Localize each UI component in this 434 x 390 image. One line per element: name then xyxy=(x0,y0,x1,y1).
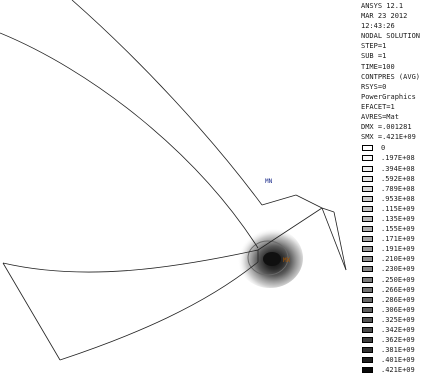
legend-row: .286E+09 xyxy=(360,295,434,305)
legend-value: .115E+09 xyxy=(381,204,415,213)
info-line: NODAL SOLUTION xyxy=(361,32,421,41)
legend-row: .115E+09 xyxy=(360,204,434,214)
info-line: 12:43:26 xyxy=(361,22,395,31)
legend-value: .401E+09 xyxy=(381,356,415,365)
legend-row: .401E+09 xyxy=(360,355,434,365)
info-line: SUB =1 xyxy=(361,52,387,61)
legend-row: 0 xyxy=(360,143,434,153)
contour-plot xyxy=(0,0,347,361)
legend-row: .362E+09 xyxy=(360,335,434,345)
legend-swatch xyxy=(362,226,373,233)
legend-swatch xyxy=(362,266,373,273)
legend-row: .953E+08 xyxy=(360,194,434,204)
legend-row: .155E+09 xyxy=(360,224,434,234)
legend-row: .191E+09 xyxy=(360,244,434,254)
legend-swatch xyxy=(362,286,373,293)
graphics-viewport[interactable]: MN MX xyxy=(0,0,360,389)
legend-swatch xyxy=(362,347,373,354)
legend-value: .381E+09 xyxy=(381,346,415,355)
legend-row: .266E+09 xyxy=(360,285,434,295)
legend-row: .342E+09 xyxy=(360,325,434,335)
legend-swatch xyxy=(362,175,373,182)
info-line: ANSYS 12.1 xyxy=(361,2,404,10)
legend-swatch xyxy=(362,195,373,202)
info-line: RSYS=0 xyxy=(361,82,387,91)
legend-value: .135E+09 xyxy=(381,214,415,223)
legend-row: .394E+08 xyxy=(360,164,434,174)
legend-swatch xyxy=(362,246,373,253)
legend-value: .342E+09 xyxy=(381,326,415,334)
info-line: TIME=100 xyxy=(361,62,395,71)
legend-value: .191E+09 xyxy=(381,245,415,254)
legend-swatch xyxy=(362,145,373,152)
info-line: SMX =.421E+09 xyxy=(361,133,416,142)
legend-value: 0 xyxy=(381,144,386,153)
legend-swatch xyxy=(362,205,373,212)
legend-row: .421E+09 xyxy=(360,365,434,375)
info-line: STEP=1 xyxy=(361,42,387,51)
info-line: DMX =.001281 xyxy=(361,123,412,132)
legend-value: .362E+09 xyxy=(381,336,415,345)
legend-value: .210E+09 xyxy=(381,255,415,264)
legend-swatch xyxy=(362,256,373,263)
legend-row: .197E+08 xyxy=(360,153,434,163)
info-line: CONTPRES (AVG) xyxy=(361,72,421,81)
info-line: AVRES=Mat xyxy=(361,113,399,122)
legend-row: .592E+08 xyxy=(360,174,434,184)
model-body-outline xyxy=(3,0,258,360)
legend-swatch xyxy=(362,185,373,192)
info-line: MAR 23 2012 xyxy=(361,12,408,21)
legend-swatch xyxy=(362,357,373,364)
info-panel: ANSYS 12.1 MAR 23 2012 12:43:26 NODAL SOLUT… xyxy=(360,0,434,390)
legend-swatch xyxy=(362,216,373,223)
max-node-marker: MX xyxy=(283,257,291,264)
legend-row: .135E+09 xyxy=(360,214,434,224)
legend-swatch xyxy=(362,155,373,162)
legend-value: .155E+09 xyxy=(381,225,415,234)
legend-value: .592E+08 xyxy=(381,174,415,183)
legend-row: .250E+09 xyxy=(360,275,434,285)
legend-row: .381E+09 xyxy=(360,345,434,355)
legend-swatch xyxy=(362,367,373,374)
info-line: PowerGraphics xyxy=(361,92,416,101)
legend-swatch xyxy=(362,296,373,303)
legend-row: .325E+09 xyxy=(360,315,434,325)
legend-swatch xyxy=(362,236,373,243)
legend-value: .394E+08 xyxy=(381,164,415,173)
legend-swatch xyxy=(362,276,373,283)
model-edges xyxy=(0,0,347,361)
legend-value: .789E+08 xyxy=(381,184,415,193)
contour-legend: 0.197E+08.394E+08.592E+08.789E+08.953E+0… xyxy=(360,143,434,375)
legend-value: .171E+09 xyxy=(381,235,415,244)
legend-swatch xyxy=(362,337,373,344)
legend-swatch xyxy=(362,316,373,323)
legend-row: .789E+08 xyxy=(360,184,434,194)
legend-swatch xyxy=(362,306,373,313)
legend-value: .266E+09 xyxy=(381,285,415,294)
legend-row: .230E+09 xyxy=(360,264,434,274)
legend-value: .230E+09 xyxy=(381,265,415,274)
legend-value: .197E+08 xyxy=(381,154,415,163)
legend-swatch xyxy=(362,165,373,172)
legend-row: .171E+09 xyxy=(360,234,434,244)
legend-row: .306E+09 xyxy=(360,305,434,315)
legend-value: .250E+09 xyxy=(381,275,415,284)
legend-value: .421E+09 xyxy=(381,366,415,375)
info-line: EFACET=1 xyxy=(361,102,395,111)
legend-value: .306E+09 xyxy=(381,305,415,314)
legend-value: .286E+09 xyxy=(381,295,415,304)
legend-row: .210E+09 xyxy=(360,254,434,264)
legend-value: .953E+08 xyxy=(381,194,415,203)
min-node-label: MN xyxy=(265,178,273,185)
legend-value: .325E+09 xyxy=(381,315,415,324)
solution-info: ANSYS 12.1 MAR 23 2012 12:43:26 NODAL SOLUT… xyxy=(360,1,434,142)
legend-swatch xyxy=(362,327,373,334)
